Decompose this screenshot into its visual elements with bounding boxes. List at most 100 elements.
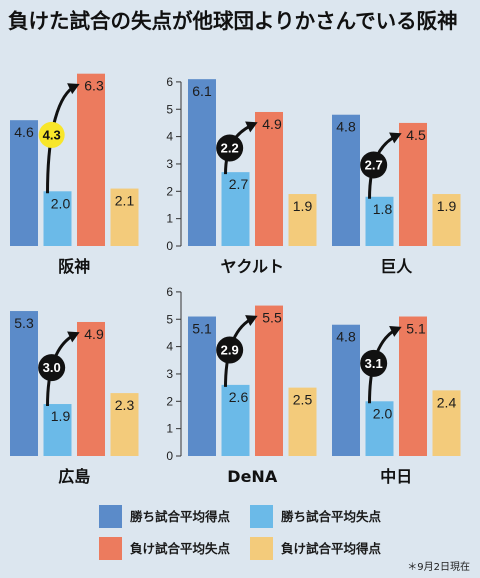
legend-item-loss-scored: 負け試合平均得点 [250, 537, 400, 561]
value-label: 1.9 [437, 198, 457, 214]
y-tick-label: 0 [166, 449, 173, 463]
value-label: 4.9 [84, 326, 104, 342]
y-tick-label: 6 [166, 285, 173, 299]
value-label: 1.8 [373, 201, 393, 217]
value-label: 2.7 [229, 176, 249, 192]
y-tick-label: 3 [166, 367, 173, 381]
value-label: 5.1 [406, 321, 426, 337]
team-panel: 6.1 2.7 4.9 1.9 ヤクルト 2.2 [188, 79, 317, 276]
team-panel: 4.8 2.0 5.1 2.4 中日 3.1 [332, 316, 461, 486]
gap-arrowhead [389, 132, 402, 144]
value-label: 2.6 [229, 389, 249, 405]
legend-label: 負け試合平均失点 [130, 541, 231, 556]
bar-loss-allowed [255, 305, 283, 456]
value-label: 2.3 [115, 397, 135, 413]
value-label: 4.9 [262, 116, 282, 132]
legend-swatch [250, 505, 273, 528]
chart-area: 0 1 2 3 4 5 6 0 1 2 3 4 5 6 4.6 2.0 6.3 2.1 阪神 4.3 6.1 2.7 4.9… [10, 73, 461, 486]
gap-value: 4.3 [43, 127, 61, 142]
bar-win-scored [188, 316, 216, 456]
gap-badge [38, 354, 66, 382]
bar-win-scored [188, 79, 216, 246]
y-tick-label: 1 [166, 212, 173, 226]
gap-value: 3.0 [43, 360, 61, 375]
team-panel: 5.1 2.6 5.5 2.5 DeNA 2.9 [188, 305, 317, 486]
value-label: 1.9 [51, 408, 71, 424]
gap-badge [216, 336, 244, 364]
value-label: 1.9 [293, 198, 313, 214]
value-label: 6.1 [192, 83, 212, 99]
chart-title: 負けた試合の失点が他球団よりかさんでいる阪神 [8, 9, 458, 33]
bar-loss-allowed [77, 321, 105, 456]
y-tick-label: 1 [166, 422, 173, 436]
bar-loss-allowed [399, 316, 427, 456]
value-label: 5.3 [14, 315, 34, 331]
legend-swatch [99, 537, 122, 560]
y-tick-label: 0 [166, 239, 173, 253]
team-label: 広島 [58, 467, 90, 486]
bar-loss-scored [110, 393, 139, 456]
legend-label: 勝ち試合平均得点 [130, 509, 231, 524]
value-label: 2.5 [293, 392, 313, 408]
gap-value: 2.9 [221, 343, 239, 358]
gap-badge [360, 151, 388, 179]
value-label: 6.3 [84, 78, 104, 94]
y-tick-label: 3 [166, 157, 173, 171]
value-label: 4.8 [336, 119, 356, 135]
bar-loss-scored [432, 390, 461, 456]
value-label: 2.4 [437, 394, 457, 410]
gap-arrowhead [67, 83, 80, 95]
y-tick-label: 2 [166, 394, 173, 408]
team-label: 中日 [380, 467, 412, 486]
gap-value: 2.2 [221, 141, 239, 156]
bar-win-allowed [43, 404, 72, 456]
bar-win-allowed [221, 172, 250, 246]
value-label: 2.0 [51, 195, 71, 211]
bar-win-scored [332, 114, 360, 246]
team-panel: 4.6 2.0 6.3 2.1 阪神 4.3 [10, 73, 139, 276]
team-label: 巨人 [380, 257, 413, 276]
bar-win-allowed [365, 401, 394, 456]
team-panel: 4.8 1.8 4.5 1.9 巨人 2.7 [332, 114, 461, 276]
team-label: DeNA [227, 467, 278, 486]
y-axis: 0 1 2 3 4 5 6 [166, 285, 182, 463]
bar-win-allowed [221, 384, 250, 456]
value-label: 2.1 [115, 193, 135, 209]
bar-loss-scored [110, 188, 139, 246]
gap-arrowhead [245, 121, 258, 133]
value-label: 4.6 [14, 124, 34, 140]
bar-loss-scored [432, 194, 461, 246]
bar-loss-allowed [77, 73, 105, 246]
gap-arrowhead [389, 326, 402, 337]
value-label: 4.8 [336, 329, 356, 345]
legend-item-win-scored: 勝ち試合平均得点 [99, 505, 249, 529]
bar-win-scored [10, 311, 38, 456]
legend-swatch [99, 505, 122, 528]
legend-swatch [250, 537, 273, 560]
value-label: 5.1 [192, 321, 212, 337]
gap-value: 2.7 [365, 157, 383, 172]
y-tick-label: 5 [166, 102, 173, 116]
gap-badge [38, 121, 65, 148]
gap-badge [216, 134, 244, 162]
y-tick-label: 6 [166, 75, 173, 89]
bar-loss-scored [288, 194, 317, 246]
bar-win-allowed [365, 196, 394, 246]
bar-win-allowed [43, 191, 72, 246]
y-tick-label: 4 [166, 340, 173, 354]
legend-item-win-allowed: 勝ち試合平均失点 [250, 505, 400, 529]
footnote: ＊9月2日現在 [407, 562, 470, 573]
team-panel: 5.3 1.9 4.9 2.3 広島 3.0 [10, 311, 139, 486]
y-tick-label: 5 [166, 312, 173, 326]
bar-win-scored [332, 324, 360, 456]
value-label: 4.5 [406, 127, 426, 143]
gap-arrowhead [245, 315, 258, 326]
y-tick-label: 4 [166, 130, 173, 144]
legend-item-loss-allowed: 負け試合平均失点 [99, 537, 249, 561]
bar-loss-allowed [255, 111, 283, 246]
bar-loss-allowed [399, 122, 427, 246]
gap-arrowhead [67, 331, 80, 343]
team-label: 阪神 [58, 257, 90, 276]
value-label: 2.0 [373, 405, 393, 421]
